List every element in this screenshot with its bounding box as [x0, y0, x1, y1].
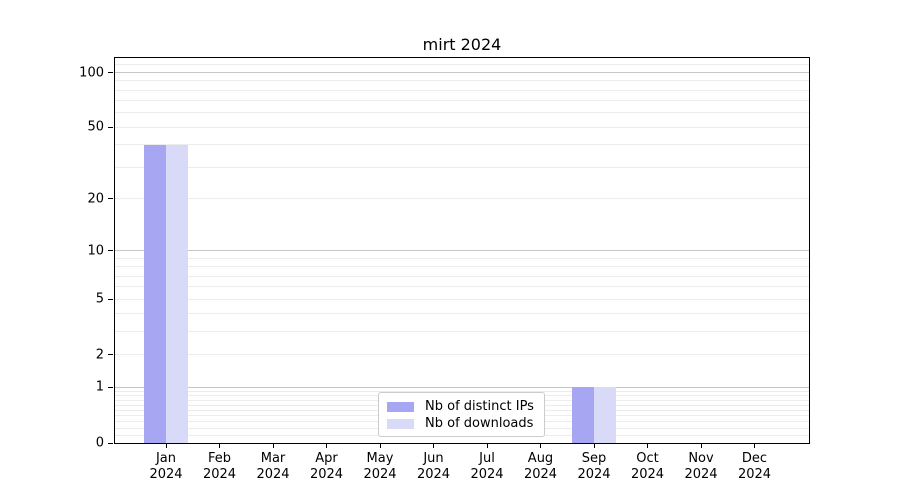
y-tick-label: 1 — [95, 379, 104, 395]
x-tick-label-year: 2024 — [309, 467, 344, 482]
x-tick-label-month: Sep — [581, 451, 607, 466]
bar-distinct-ips-sep — [572, 387, 594, 443]
x-tick-label-year: 2024 — [684, 467, 718, 482]
gridline-minor — [115, 266, 809, 268]
y-tick — [108, 126, 113, 128]
gridline-major — [115, 72, 809, 73]
x-tick — [326, 444, 327, 448]
gridline-minor — [115, 331, 809, 333]
x-tick-label-month: Jun — [423, 451, 444, 466]
x-tick — [700, 444, 702, 448]
y-tick-label: 2 — [95, 347, 104, 363]
gridline-minor — [115, 112, 809, 114]
y-tick-label: 10 — [87, 243, 104, 258]
x-tick-label-year: 2024 — [630, 467, 665, 482]
x-tick — [486, 444, 488, 448]
x-tick-label-month: Apr — [315, 451, 338, 466]
x-tick-label-month: Nov — [688, 451, 714, 466]
gridline-minor — [115, 80, 809, 82]
x-tick-label-year: 2024 — [256, 467, 290, 482]
gridline-minor — [115, 313, 809, 315]
gridline-minor — [115, 64, 809, 66]
gridline-minor — [115, 89, 809, 91]
x-tick — [219, 444, 220, 448]
gridline-minor — [115, 144, 809, 146]
x-tick-label-year: 2024 — [149, 467, 183, 482]
gridline-minor — [115, 166, 809, 168]
x-tick — [647, 444, 648, 448]
gridline-major — [115, 250, 809, 251]
gridline-minor — [115, 390, 809, 392]
legend-swatch-distinct-ips — [387, 401, 414, 412]
y-tick-label: 50 — [87, 119, 104, 135]
gridline-major — [115, 386, 809, 388]
x-tick-label-month: Jul — [479, 451, 495, 466]
x-tick-label-year: 2024 — [523, 467, 558, 482]
legend-label-downloads: Nb of downloads — [425, 416, 534, 431]
bar-downloads-sep — [594, 387, 616, 443]
y-tick-label: 100 — [79, 65, 104, 80]
legend-item-distinct-ips: Nb of distinct IPs — [387, 398, 538, 415]
legend: Nb of distinct IPs Nb of downloads — [378, 392, 545, 437]
y-tick — [108, 354, 113, 356]
x-tick-label-year: 2024 — [737, 467, 772, 482]
gridline-minor — [115, 275, 809, 277]
x-tick — [593, 444, 595, 448]
x-tick-label-month: May — [366, 451, 394, 466]
gridline-minor — [115, 257, 809, 259]
x-tick-label-month: Mar — [260, 451, 286, 466]
x-tick-label-month: Jan — [155, 451, 177, 466]
y-tick — [108, 386, 113, 388]
gridline-minor — [115, 126, 809, 128]
x-tick-label-year: 2024 — [363, 467, 397, 482]
x-tick-label-year: 2024 — [577, 467, 611, 482]
legend-swatch-downloads — [387, 418, 414, 429]
plot-area: 100 50 20 10 5 2 1 0 Jan 2024 Feb 2024 Mar 2024 Apr 202… — [79, 57, 810, 482]
gridline-minor — [115, 198, 809, 200]
y-tick — [108, 442, 113, 444]
bar-downloads-jan — [166, 144, 188, 443]
x-tick — [379, 444, 381, 448]
y-tick-label: 0 — [95, 435, 104, 451]
gridline-minor — [115, 100, 809, 102]
x-tick-label-month: Aug — [527, 451, 554, 466]
x-tick — [754, 444, 755, 448]
x-tick-label-year: 2024 — [202, 467, 237, 482]
x-tick-label-month: Dec — [741, 451, 768, 466]
gridline-minor — [115, 298, 809, 300]
y-tick — [108, 72, 113, 73]
x-tick — [165, 444, 167, 448]
chart-title: mirt 2024 — [422, 35, 502, 54]
gridline-minor — [115, 354, 809, 356]
x-tick-label-month: Oct — [636, 451, 659, 466]
y-tick-label: 5 — [95, 291, 104, 307]
x-tick-label-month: Feb — [207, 451, 232, 466]
y-tick-label: 20 — [87, 191, 104, 207]
legend-label-distinct-ips: Nb of distinct IPs — [425, 399, 534, 414]
y-tick — [108, 198, 113, 200]
x-tick — [433, 444, 434, 448]
legend-item-downloads: Nb of downloads — [387, 415, 538, 432]
gridline-minor — [115, 286, 809, 288]
x-tick — [540, 444, 541, 448]
bar-distinct-ips-jan — [144, 144, 166, 443]
x-tick-label-year: 2024 — [470, 467, 504, 482]
x-tick — [272, 444, 274, 448]
x-tick-label-year: 2024 — [416, 467, 451, 482]
y-tick — [108, 298, 113, 300]
y-tick — [108, 250, 113, 251]
